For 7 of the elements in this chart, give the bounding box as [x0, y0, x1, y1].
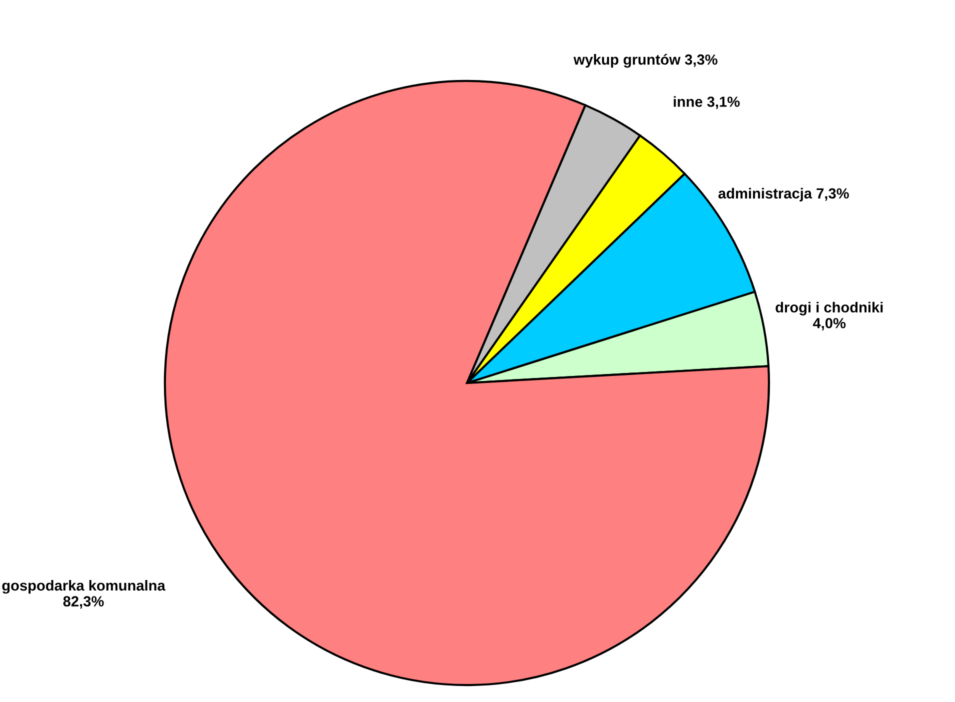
data-label: 82,3% [63, 596, 104, 609]
data-label: 4,0% [812, 318, 846, 330]
slice-label: drogi i chodniki [776, 302, 883, 316]
slice-label: wykup gruntów 3,3% [574, 54, 718, 68]
slice-label: administracja 7,3% [718, 188, 849, 202]
slice-label: gospodarka komunalna [2, 580, 166, 594]
slice-label: inne 3,1% [674, 96, 740, 110]
